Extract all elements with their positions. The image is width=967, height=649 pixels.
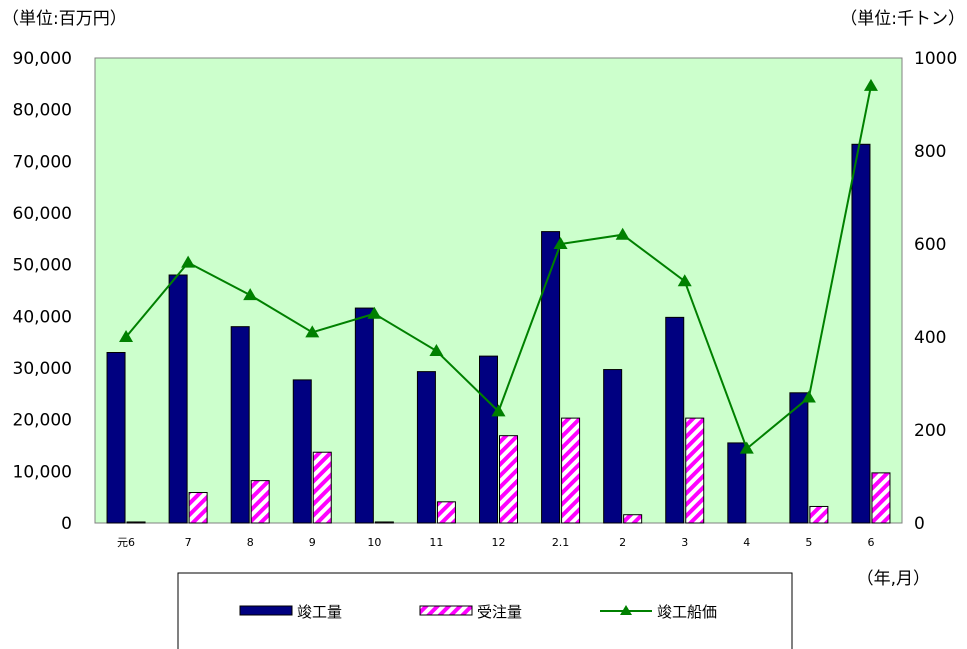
left-tick-label: 30,000 (13, 359, 72, 379)
bar-orders (685, 417, 705, 524)
right-unit-label: （単位:千トン） (840, 9, 965, 29)
category-label: 8 (247, 536, 254, 549)
right-tick-label: 600 (914, 235, 946, 255)
category-label: 2 (619, 536, 626, 549)
right-tick-label: 0 (914, 514, 925, 534)
category-label: 7 (185, 536, 192, 549)
legend-swatch-completion (239, 605, 293, 616)
price-marker (863, 78, 878, 91)
left-tick-label: 80,000 (13, 101, 72, 121)
category-label: 11 (429, 536, 443, 549)
right-tick-label: 200 (914, 421, 946, 441)
bar-orders (623, 514, 643, 524)
bar-completion (541, 231, 561, 524)
legend-label-completion: 竣工量 (297, 603, 342, 621)
left-tick-label: 60,000 (13, 204, 72, 224)
left-tick-label: 20,000 (13, 411, 72, 431)
bar-orders (126, 521, 146, 524)
right-tick-label: 400 (914, 328, 946, 348)
category-label: 元6 (117, 536, 135, 549)
legend: 竣工量 受注量 竣工船価 (177, 572, 793, 649)
bar-completion (727, 442, 747, 524)
category-label: 12 (492, 536, 506, 549)
bar-orders (374, 521, 394, 524)
bar-orders (188, 492, 208, 524)
price-marker (553, 237, 568, 249)
category-labels: 元6 7 8 9 10 11 12 2.1 2 3 4 5 6 (117, 536, 874, 549)
left-tick-label: 40,000 (13, 307, 72, 327)
bar-orders (871, 472, 891, 524)
category-label: 4 (743, 536, 750, 549)
bar-completion (292, 379, 312, 524)
price-marker (739, 441, 754, 454)
bar-completion (416, 371, 436, 524)
price-marker (305, 325, 320, 338)
left-axis-ticks: 0 10,000 20,000 30,000 40,000 50,000 60,000 70,… (13, 49, 72, 534)
left-tick-label: 10,000 (13, 462, 72, 482)
category-label: 9 (309, 536, 316, 549)
bars (106, 143, 891, 524)
price-marker (615, 227, 630, 240)
legend-label-orders: 受注量 (477, 603, 522, 621)
plot-area (94, 57, 903, 524)
right-axis-ticks: 0 200 400 600 800 1000 (914, 49, 957, 534)
price-marker (367, 306, 382, 319)
bar-completion (354, 307, 374, 524)
bar-orders (809, 505, 829, 524)
legend-label-price: 竣工船価 (657, 603, 717, 621)
legend-swatch-orders (419, 605, 473, 616)
bar-completion (603, 369, 623, 524)
price-marker (491, 404, 506, 417)
bar-orders (436, 501, 456, 524)
left-unit-label: （単位:百万円） (2, 9, 127, 29)
bar-completion (789, 392, 809, 524)
price-marker (181, 255, 196, 268)
price-marker (801, 390, 816, 403)
bar-completion (665, 316, 685, 524)
category-label: 2.1 (552, 536, 570, 549)
bar-completion (168, 274, 188, 524)
price-marker (243, 288, 258, 301)
category-label: 3 (681, 536, 688, 549)
right-tick-label: 1000 (914, 49, 957, 69)
legend-swatch-price-marker (620, 605, 632, 615)
category-label: 5 (805, 536, 812, 549)
left-tick-label: 50,000 (13, 256, 72, 276)
price-marker (677, 274, 692, 287)
bar-completion (851, 143, 871, 524)
category-label: 10 (367, 536, 381, 549)
bar-completion (479, 355, 498, 524)
bar-orders (312, 451, 332, 524)
price-marker (429, 343, 444, 356)
price-line (119, 78, 878, 454)
right-tick-label: 800 (914, 142, 946, 162)
price-marker (119, 330, 134, 342)
bar-orders (250, 480, 270, 524)
left-tick-label: 90,000 (13, 49, 72, 69)
bar-orders (499, 435, 518, 524)
category-label: 6 (867, 536, 874, 549)
left-tick-label: 0 (61, 514, 72, 534)
x-unit-label: （年,月） (857, 569, 930, 589)
bar-orders (561, 417, 581, 524)
bar-completion (230, 326, 250, 524)
left-tick-label: 70,000 (13, 152, 72, 172)
bar-completion (106, 352, 126, 524)
